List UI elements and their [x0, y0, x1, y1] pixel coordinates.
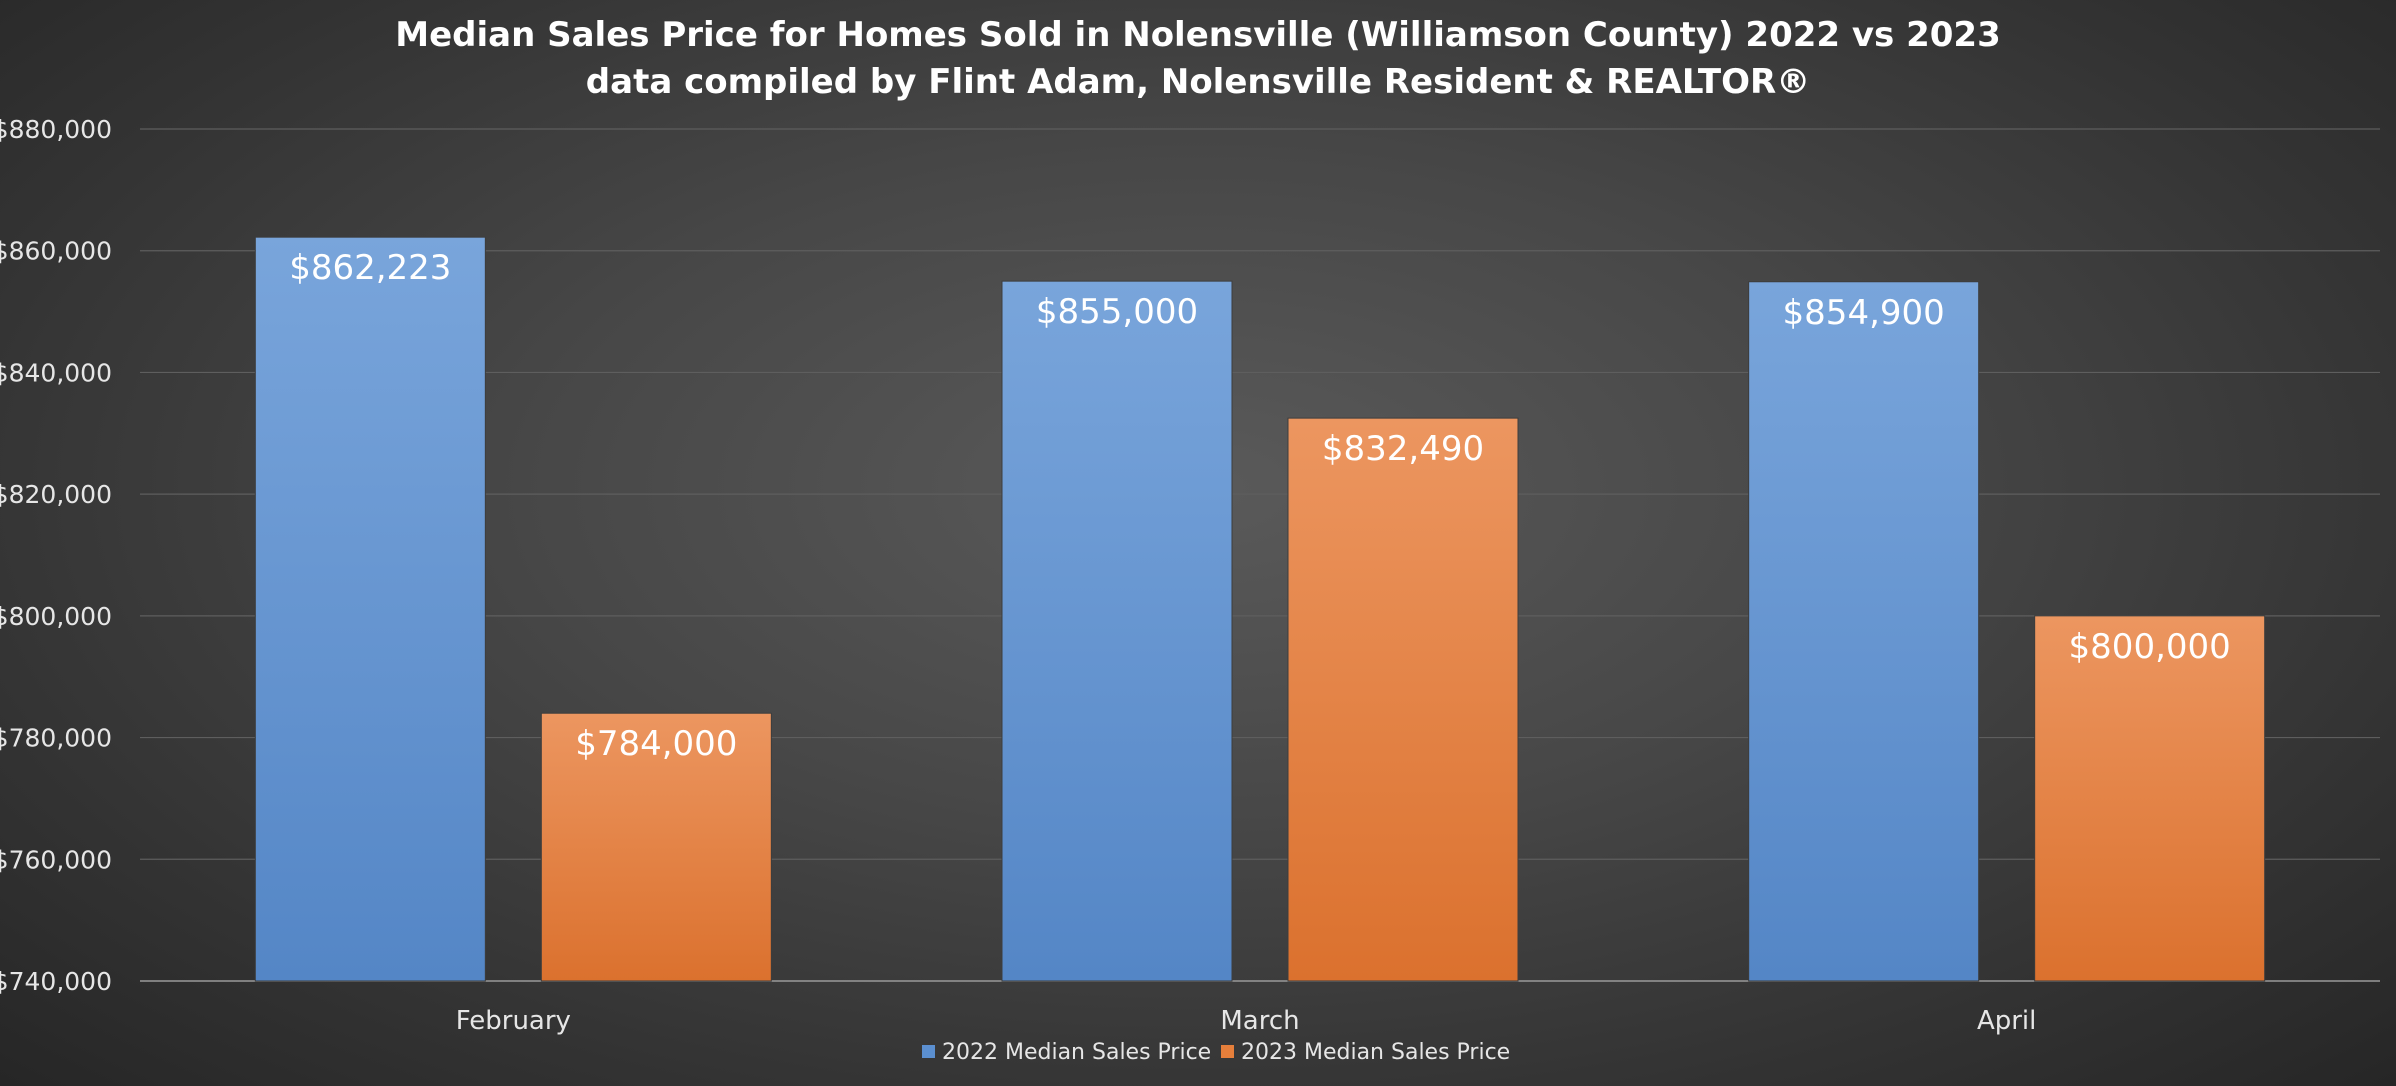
bars — [254, 236, 2266, 982]
legend-swatch — [922, 1045, 935, 1058]
y-tick-label: $820,000 — [0, 480, 112, 509]
bar-2023-april — [2034, 615, 2266, 982]
legend-swatch — [1221, 1045, 1234, 1058]
gridlines — [140, 128, 2380, 982]
y-tick-label: $840,000 — [0, 358, 112, 387]
bar-2022-april — [1748, 281, 1980, 982]
y-tick-label: $860,000 — [0, 237, 112, 266]
y-tick-label: $740,000 — [0, 967, 112, 996]
chart-title: Median Sales Price for Homes Sold in Nol… — [395, 15, 2001, 55]
y-tick-label: $800,000 — [0, 602, 112, 631]
data-label: $784,000 — [575, 724, 737, 764]
x-category-label: February — [456, 1006, 571, 1036]
data-label: $855,000 — [1036, 292, 1198, 332]
data-label: $832,490 — [1322, 429, 1484, 469]
data-label: $854,900 — [1783, 293, 1945, 333]
data-labels: $862,223 $784,000 $855,000 $832,490 $854,900… — [289, 248, 2231, 764]
data-label: $862,223 — [289, 248, 451, 288]
y-tick-label: $780,000 — [0, 724, 112, 753]
y-tick-label: $880,000 — [0, 115, 112, 144]
legend-label: 2022 Median Sales Price — [942, 1040, 1211, 1065]
x-category-label: April — [1977, 1006, 2036, 1036]
x-axis-categories: February March April — [456, 1006, 2037, 1036]
bar-2022-february — [254, 236, 486, 982]
data-label: $800,000 — [2069, 627, 2231, 667]
chart-subtitle: data compiled by Flint Adam, Nolensville… — [586, 62, 1810, 102]
bar-2022-march — [1001, 280, 1233, 982]
y-tick-label: $760,000 — [0, 845, 112, 874]
y-axis-ticks: $740,000 $760,000 $780,000 $800,000 $820,000… — [0, 115, 112, 996]
legend: 2022 Median Sales Price 2023 Median Sales… — [922, 1040, 1510, 1065]
bar-2023-february — [540, 712, 772, 982]
bar-2023-march — [1287, 417, 1519, 982]
x-category-label: March — [1220, 1006, 1299, 1036]
legend-label: 2023 Median Sales Price — [1241, 1040, 1510, 1065]
